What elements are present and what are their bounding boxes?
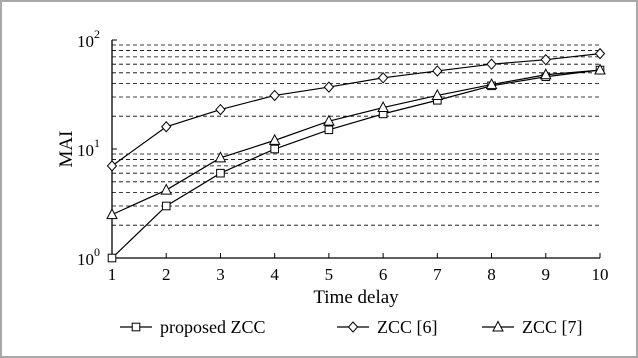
y-tick-label: 102 [77, 27, 100, 51]
data-point [431, 88, 444, 100]
data-point [539, 68, 552, 80]
x-tick-label: 8 [487, 265, 496, 284]
series-line [111, 69, 601, 259]
data-point [323, 114, 335, 126]
legend-label: ZCC [7] [522, 317, 583, 337]
series-line [111, 69, 601, 216]
x-tick-label: 10 [592, 265, 609, 284]
y-axis-label: MAI [56, 131, 77, 168]
data-point [594, 63, 606, 75]
data-point [268, 133, 281, 145]
data-point [377, 100, 389, 113]
legend-label: ZCC [6] [377, 317, 438, 337]
x-tick-label: 7 [433, 265, 442, 284]
data-point [106, 208, 118, 220]
x-tick-label: 2 [162, 265, 171, 284]
legend-marker [131, 322, 141, 332]
x-tick-label: 5 [325, 265, 334, 284]
data-point [216, 168, 225, 178]
data-point [485, 78, 498, 90]
data-point [594, 47, 606, 60]
data-point [323, 81, 335, 93]
x-tick-label: 9 [542, 265, 551, 284]
data-point [160, 183, 173, 195]
y-tick-label: 101 [77, 136, 100, 160]
data-point [269, 89, 280, 102]
data-point [107, 253, 117, 263]
data-point [161, 201, 171, 211]
x-tick-label: 6 [379, 265, 388, 284]
data-point [215, 103, 226, 116]
data-point [540, 53, 551, 66]
y-tick-label: 100 [77, 245, 100, 269]
x-tick-label: 3 [216, 265, 225, 284]
legend-marker [492, 320, 504, 332]
data-point [161, 121, 172, 133]
data-point [324, 125, 334, 135]
legend-marker [347, 321, 359, 333]
x-tick-label: 4 [270, 265, 279, 284]
data-point [106, 160, 118, 172]
legend-label: proposed ZCC [160, 317, 266, 337]
x-axis-label: Time delay [313, 287, 399, 308]
series-line [111, 53, 601, 167]
data-point [270, 144, 279, 154]
data-point [377, 72, 389, 84]
data-point [486, 58, 497, 70]
x-tick-label: 1 [108, 265, 117, 284]
data-point [214, 151, 227, 163]
data-point [432, 65, 443, 77]
